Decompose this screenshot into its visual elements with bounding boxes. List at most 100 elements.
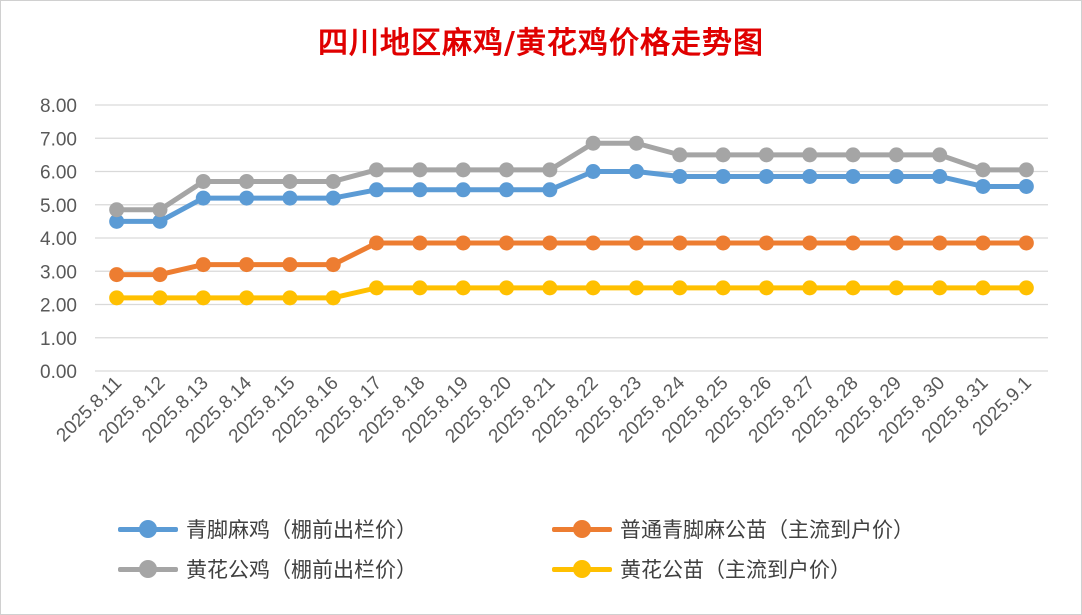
data-point[interactable] [975, 178, 991, 194]
data-point[interactable] [845, 235, 861, 251]
y-tick-label: 1.00 [40, 329, 77, 350]
data-point[interactable] [455, 235, 471, 251]
data-point[interactable] [975, 235, 991, 251]
data-point[interactable] [672, 168, 688, 184]
data-point[interactable] [542, 162, 558, 178]
series-1 [109, 235, 1034, 283]
data-point[interactable] [585, 135, 601, 151]
data-point[interactable] [758, 168, 774, 184]
legend-label: 青脚麻鸡（棚前出栏价） [186, 518, 417, 542]
data-point[interactable] [369, 182, 385, 198]
data-point[interactable] [499, 162, 515, 178]
data-point[interactable] [412, 182, 428, 198]
data-point[interactable] [325, 257, 341, 273]
data-point[interactable] [109, 202, 125, 218]
data-point[interactable] [282, 257, 298, 273]
data-point[interactable] [672, 280, 688, 296]
data-point[interactable] [455, 182, 471, 198]
data-point[interactable] [195, 257, 211, 273]
data-point[interactable] [672, 235, 688, 251]
data-point[interactable] [628, 135, 644, 151]
data-point[interactable] [542, 235, 558, 251]
data-point[interactable] [195, 173, 211, 189]
data-point[interactable] [628, 280, 644, 296]
data-point[interactable] [282, 290, 298, 306]
data-point[interactable] [325, 290, 341, 306]
data-point[interactable] [499, 235, 515, 251]
legend-label: 黄花公鸡（棚前出栏价） [186, 558, 417, 582]
legend-item-series-2[interactable]: 黄花公鸡（棚前出栏价） [118, 554, 417, 584]
data-point[interactable] [455, 280, 471, 296]
data-point[interactable] [585, 280, 601, 296]
data-point[interactable] [195, 290, 211, 306]
data-point[interactable] [888, 147, 904, 163]
data-point[interactable] [758, 235, 774, 251]
data-point[interactable] [888, 235, 904, 251]
data-point[interactable] [1018, 162, 1034, 178]
data-point[interactable] [845, 168, 861, 184]
data-point[interactable] [932, 235, 948, 251]
data-point[interactable] [412, 280, 428, 296]
data-point[interactable] [369, 280, 385, 296]
data-point[interactable] [369, 162, 385, 178]
data-point[interactable] [845, 280, 861, 296]
data-point[interactable] [585, 235, 601, 251]
data-point[interactable] [758, 147, 774, 163]
y-tick-label: 8.00 [40, 96, 77, 117]
data-point[interactable] [585, 164, 601, 179]
data-point[interactable] [109, 267, 125, 283]
data-point[interactable] [715, 280, 731, 296]
data-point[interactable] [888, 280, 904, 296]
data-point[interactable] [888, 168, 904, 184]
data-point[interactable] [802, 168, 818, 184]
data-point[interactable] [628, 235, 644, 251]
data-point[interactable] [109, 290, 125, 306]
data-point[interactable] [152, 213, 168, 229]
legend-marker [573, 520, 591, 538]
data-point[interactable] [412, 235, 428, 251]
data-point[interactable] [802, 235, 818, 251]
data-point[interactable] [715, 168, 731, 184]
data-point[interactable] [758, 280, 774, 296]
data-point[interactable] [715, 147, 731, 163]
data-point[interactable] [282, 173, 298, 189]
data-point[interactable] [282, 190, 298, 206]
data-point[interactable] [1018, 235, 1034, 251]
data-point[interactable] [109, 213, 125, 229]
data-point[interactable] [195, 190, 211, 206]
data-point[interactable] [932, 147, 948, 163]
data-point[interactable] [152, 267, 168, 283]
legend-swatch [118, 514, 178, 544]
data-point[interactable] [802, 280, 818, 296]
data-point[interactable] [499, 280, 515, 296]
data-point[interactable] [152, 202, 168, 218]
data-point[interactable] [239, 173, 255, 189]
data-point[interactable] [975, 280, 991, 296]
data-point[interactable] [628, 164, 644, 179]
data-point[interactable] [239, 257, 255, 273]
data-point[interactable] [325, 190, 341, 206]
data-point[interactable] [152, 290, 168, 306]
data-point[interactable] [542, 182, 558, 198]
data-point[interactable] [542, 280, 558, 296]
data-point[interactable] [369, 235, 385, 251]
data-point[interactable] [845, 147, 861, 163]
data-point[interactable] [1018, 280, 1034, 296]
data-point[interactable] [802, 147, 818, 163]
data-point[interactable] [715, 235, 731, 251]
legend-item-series-3[interactable]: 黄花公苗（主流到户价） [552, 554, 851, 584]
data-point[interactable] [239, 290, 255, 306]
data-point[interactable] [672, 147, 688, 163]
data-point[interactable] [325, 173, 341, 189]
data-point[interactable] [455, 162, 471, 178]
legend-item-series-1[interactable]: 普通青脚麻公苗（主流到户价） [552, 514, 914, 544]
data-point[interactable] [239, 190, 255, 206]
legend-item-series-0[interactable]: 青脚麻鸡（棚前出栏价） [118, 514, 417, 544]
data-point[interactable] [975, 162, 991, 178]
data-point[interactable] [412, 162, 428, 178]
data-point[interactable] [932, 280, 948, 296]
data-point[interactable] [1018, 178, 1034, 194]
y-axis-ticks: 0.00 1.00 2.00 3.00 4.00 5.00 6.00 7.00 8.00 [40, 96, 77, 383]
data-point[interactable] [932, 168, 948, 184]
data-point[interactable] [499, 182, 515, 198]
